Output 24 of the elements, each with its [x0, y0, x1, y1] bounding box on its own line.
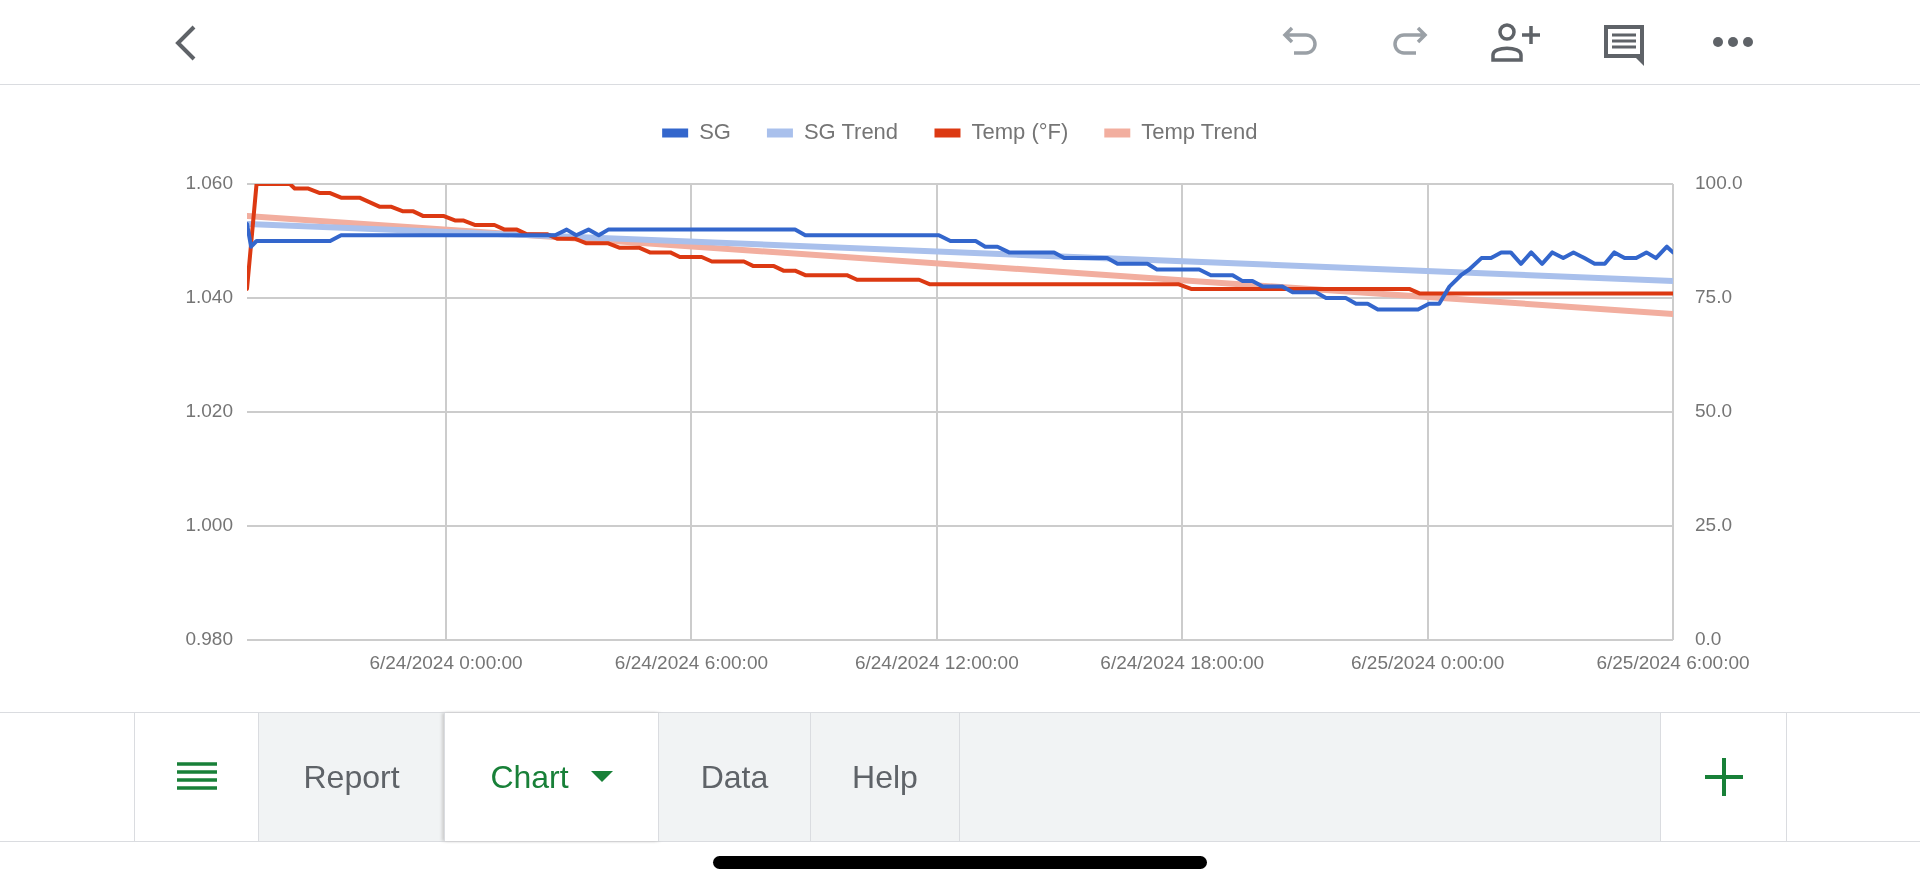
y-tick-label: 1.000 [185, 514, 233, 536]
y2-tick-label: 25.0 [1695, 514, 1732, 536]
y-tick-label: 0.980 [185, 628, 233, 650]
x-tick-label: 6/24/2024 12:00:00 [854, 651, 1019, 673]
legend-label: Temp (°F) [971, 119, 1069, 145]
x-tick-label: 6/25/2024 6:00:00 [1596, 651, 1750, 673]
y2-tick-label: 50.0 [1695, 400, 1732, 422]
text: Help [852, 758, 918, 796]
text: Chart [490, 758, 569, 796]
y-tick-label: 1.020 [185, 400, 233, 422]
text: Report [303, 758, 400, 796]
x-tick-label: 6/24/2024 6:00:00 [614, 651, 769, 673]
y-tick-label: 1.060 [185, 172, 233, 194]
y-tick-label: 1.040 [185, 286, 233, 308]
x-tick-label: 6/25/2024 0:00:00 [1351, 651, 1505, 673]
y2-tick-label: 0.0 [1695, 628, 1722, 650]
y2-tick-label: 75.0 [1695, 286, 1732, 308]
x-tick-label: 6/24/2024 0:00:00 [369, 651, 523, 673]
legend-label: Temp Trend [1141, 119, 1258, 145]
legend-label: SG [699, 119, 731, 145]
text: Data [700, 758, 769, 796]
y2-tick-label: 100.0 [1695, 172, 1743, 194]
x-tick-label: 6/24/2024 18:00:00 [1100, 651, 1265, 673]
legend-label: SG Trend [803, 119, 899, 145]
